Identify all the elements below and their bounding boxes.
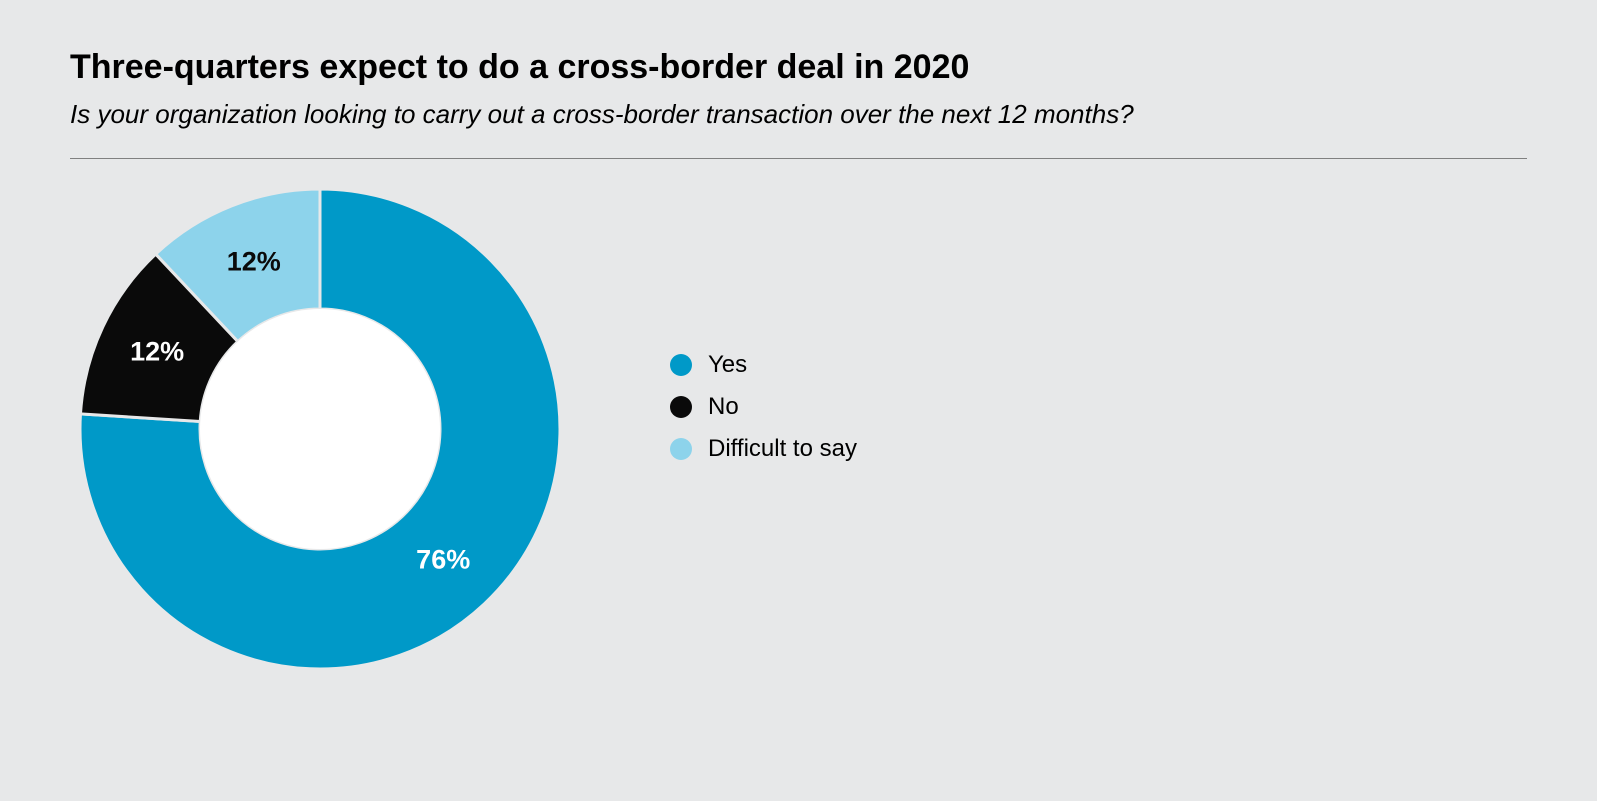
legend-item-no: No xyxy=(670,393,857,421)
slice-label-yes: 76% xyxy=(416,545,470,576)
legend-label-difficult-to-say: Difficult to say xyxy=(708,435,857,463)
legend-dot-no xyxy=(670,396,692,418)
chart-legend: Yes No Difficult to say xyxy=(670,351,857,477)
donut-chart: 76% 12% 12% xyxy=(80,189,560,669)
chart-subtitle: Is your organization looking to carry ou… xyxy=(70,99,1527,130)
chart-title: Three-quarters expect to do a cross-bord… xyxy=(70,48,1527,87)
legend-dot-yes xyxy=(670,354,692,376)
slice-label-no: 12% xyxy=(130,337,184,368)
header-divider xyxy=(70,158,1527,159)
legend-item-difficult-to-say: Difficult to say xyxy=(670,435,857,463)
donut-center xyxy=(200,309,440,549)
slice-label-difficult-to-say: 12% xyxy=(227,246,281,277)
legend-label-no: No xyxy=(708,393,739,421)
legend-label-yes: Yes xyxy=(708,351,747,379)
chart-container: Three-quarters expect to do a cross-bord… xyxy=(0,0,1597,801)
legend-dot-difficult-to-say xyxy=(670,438,692,460)
legend-item-yes: Yes xyxy=(670,351,857,379)
chart-area: 76% 12% 12% Yes No Difficult to say xyxy=(70,189,1527,669)
